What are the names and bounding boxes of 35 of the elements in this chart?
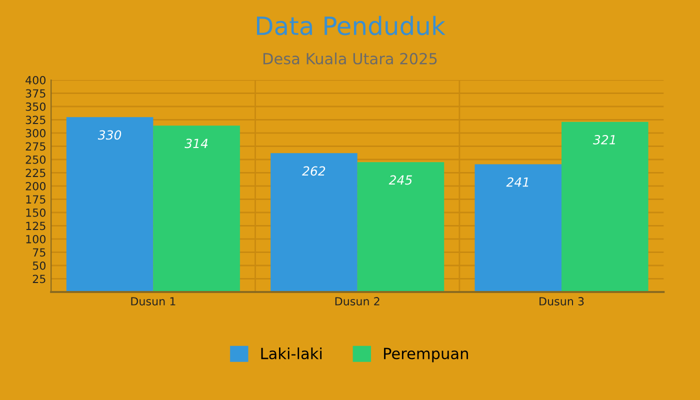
y-tick-label: 350 [26,102,46,111]
y-tick-label: 150 [26,208,46,217]
y-tick-label: 200 [26,182,46,190]
data-label: 241 [506,177,528,187]
data-label: 321 [593,134,615,144]
bar [270,153,358,292]
data-label: 330 [98,130,122,140]
bar [66,117,154,292]
y-tick-label: 250 [26,155,46,164]
bar [357,162,444,292]
data-label: 245 [388,175,412,185]
x-tick-label: Dusun 3 [540,297,584,306]
y-tick-label: 300 [26,128,46,138]
x-tick-label: Dusun 1 [131,297,176,306]
y-tick-label: 50 [32,261,46,270]
x-tick-label: Dusun 2 [335,297,380,306]
y-tick-label: 400 [26,76,46,84]
chart-title: Data Penduduk [256,16,446,36]
y-tick-label: 225 [26,168,46,178]
data-label: 314 [184,138,208,148]
chart-subtitle: Desa Kuala Utara 2025 [263,52,437,64]
bar [562,122,648,292]
y-tick-label: 100 [26,234,46,244]
legend-label: Laki-laki [261,347,322,360]
y-tick-label: 325 [26,116,46,124]
y-tick-label: 75 [33,248,46,257]
y-tick-label: 175 [26,195,46,204]
legend-label: Perempuan [384,348,468,362]
y-tick-label: 275 [26,142,46,151]
bar [153,126,240,292]
y-tick-label: 375 [26,89,46,98]
y-tick-label: 125 [26,222,46,230]
data-label: 262 [302,166,326,176]
y-tick-label: 25 [32,274,46,284]
bar [474,164,562,292]
